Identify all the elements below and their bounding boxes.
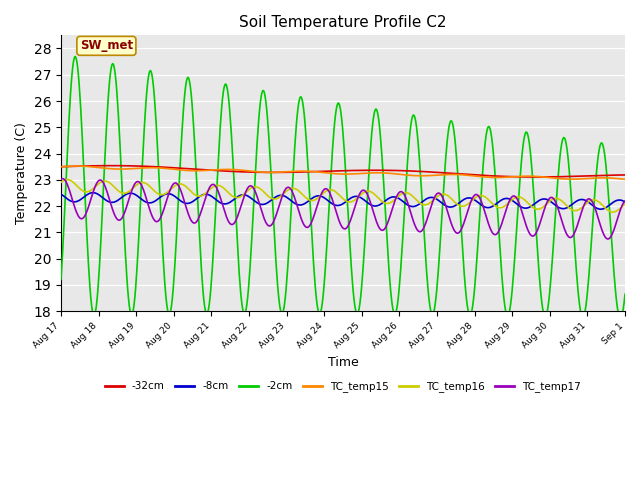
TC_temp16: [126, 188, 134, 193]
TC_temp15: [126, 166, 134, 172]
Line: -2cm: -2cm: [61, 57, 625, 319]
Text: SW_met: SW_met: [80, 39, 133, 52]
-2cm: [67, 81, 75, 86]
-8cm: [621, 199, 629, 205]
Line: TC_temp17: TC_temp17: [61, 179, 625, 239]
TC_temp16: [57, 180, 65, 185]
TC_temp17: [213, 186, 221, 192]
TC_temp17: [126, 193, 134, 199]
Legend: -32cm, -8cm, -2cm, TC_temp15, TC_temp16, TC_temp17: -32cm, -8cm, -2cm, TC_temp15, TC_temp16,…: [100, 377, 586, 396]
-8cm: [126, 190, 134, 196]
TC_temp15: [73, 163, 81, 169]
Line: -8cm: -8cm: [61, 192, 625, 209]
TC_temp15: [413, 173, 420, 179]
-32cm: [67, 164, 75, 169]
TC_temp17: [621, 198, 629, 204]
-8cm: [213, 198, 221, 204]
TC_temp16: [68, 179, 76, 184]
-32cm: [108, 163, 116, 168]
X-axis label: Time: Time: [328, 356, 358, 369]
TC_temp15: [184, 168, 191, 173]
TC_temp16: [429, 198, 436, 204]
TC_temp16: [609, 209, 617, 215]
Title: Soil Temperature Profile C2: Soil Temperature Profile C2: [239, 15, 447, 30]
TC_temp15: [621, 177, 629, 182]
-2cm: [184, 75, 191, 81]
-8cm: [90, 190, 97, 195]
-8cm: [413, 203, 420, 209]
-32cm: [413, 168, 420, 174]
Line: TC_temp16: TC_temp16: [61, 180, 625, 212]
TC_temp15: [57, 164, 65, 169]
-32cm: [213, 168, 221, 173]
Y-axis label: Temperature (C): Temperature (C): [15, 122, 28, 224]
TC_temp15: [67, 163, 75, 169]
TC_temp15: [213, 167, 221, 173]
-32cm: [126, 163, 134, 168]
-8cm: [184, 201, 191, 206]
TC_temp16: [213, 182, 221, 188]
-8cm: [57, 191, 65, 197]
TC_temp17: [413, 226, 420, 231]
-2cm: [429, 312, 436, 317]
TC_temp17: [68, 196, 76, 202]
-2cm: [621, 291, 629, 297]
-2cm: [616, 316, 624, 322]
-8cm: [429, 195, 436, 201]
-2cm: [126, 308, 134, 314]
TC_temp16: [413, 197, 420, 203]
-8cm: [597, 206, 605, 212]
-2cm: [71, 54, 79, 60]
-32cm: [429, 169, 436, 175]
TC_temp17: [59, 176, 67, 181]
TC_temp15: [429, 172, 436, 178]
TC_temp17: [604, 236, 612, 242]
-2cm: [57, 276, 65, 282]
-2cm: [413, 123, 420, 129]
TC_temp17: [429, 199, 436, 204]
TC_temp16: [621, 201, 629, 207]
Line: -32cm: -32cm: [61, 166, 625, 177]
-32cm: [57, 164, 65, 169]
Line: TC_temp15: TC_temp15: [61, 166, 625, 180]
-32cm: [184, 166, 191, 171]
-32cm: [532, 174, 540, 180]
TC_temp16: [184, 185, 191, 191]
-2cm: [213, 178, 221, 183]
TC_temp17: [57, 176, 65, 182]
-32cm: [621, 172, 629, 178]
TC_temp17: [184, 208, 191, 214]
TC_temp16: [63, 177, 71, 182]
-8cm: [67, 198, 75, 204]
